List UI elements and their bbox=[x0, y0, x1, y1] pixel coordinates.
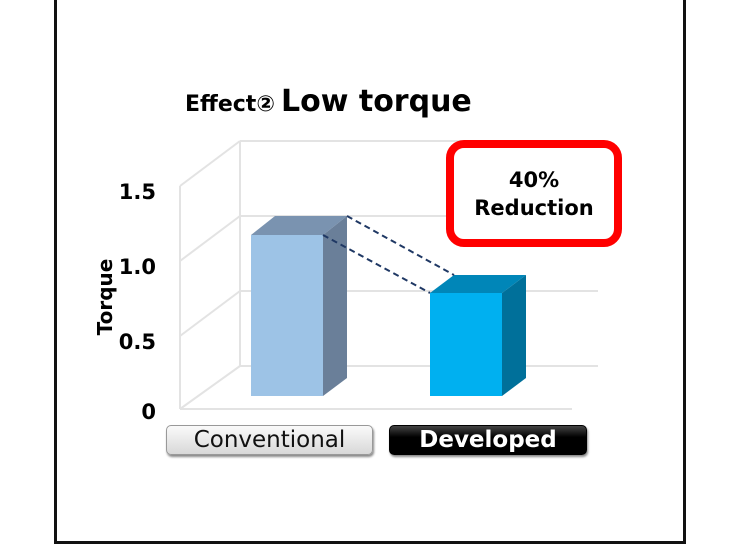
bar-conventional bbox=[251, 216, 347, 396]
callout-percent: 40% bbox=[508, 167, 560, 192]
y-axis-label: Torque bbox=[93, 258, 117, 336]
y-tick-0-5: 0.5 bbox=[118, 330, 156, 354]
category-label-conventional: Conventional bbox=[166, 425, 373, 455]
y-tick-1-0: 1.0 bbox=[118, 255, 156, 279]
chart-title: Effect② Low torque bbox=[185, 84, 472, 119]
y-tick-0: 0 bbox=[141, 400, 156, 424]
category-label-developed: Developed bbox=[389, 425, 587, 455]
title-main: Low torque bbox=[280, 84, 472, 119]
reduction-connector-lines bbox=[322, 215, 455, 294]
callout-text: Reduction bbox=[474, 195, 594, 220]
title-prefix: Effect② bbox=[185, 92, 275, 117]
reduction-callout: 40% Reduction bbox=[446, 140, 622, 247]
y-tick-1-5: 1.5 bbox=[118, 180, 156, 204]
bar-developed bbox=[430, 275, 526, 396]
